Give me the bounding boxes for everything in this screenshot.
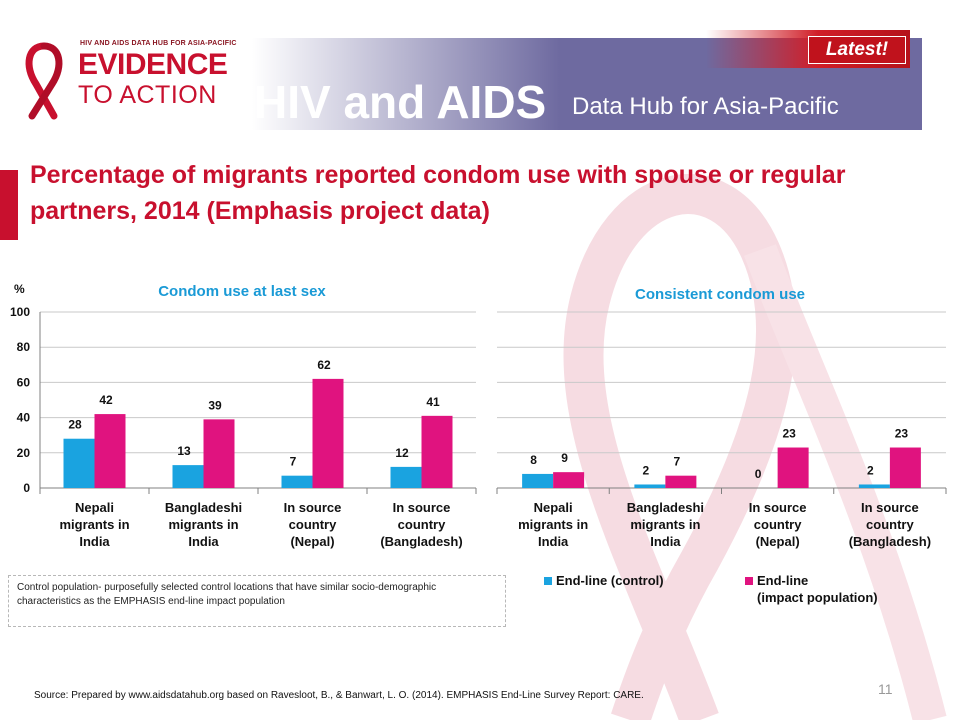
- slide-title: Percentage of migrants reported condom u…: [30, 161, 846, 225]
- bar-impact: [777, 447, 809, 488]
- control-population-note: Control population- purposefully selecte…: [8, 575, 506, 627]
- source-citation: Source: Prepared by www.aidsdatahub.org …: [34, 690, 644, 701]
- bar-control: [858, 484, 890, 488]
- bar-impact: [889, 447, 921, 488]
- bar-control: [63, 438, 95, 488]
- logo-evidence-text: EVIDENCE: [78, 48, 228, 81]
- legend-label: End-line: [757, 573, 808, 588]
- logo-action-text: TO ACTION: [78, 81, 217, 109]
- category-label: In source: [284, 500, 342, 515]
- data-label: 23: [895, 427, 909, 441]
- y-tick-label: 60: [17, 375, 31, 389]
- category-label: migrants in: [59, 517, 129, 532]
- bar-impact: [203, 419, 235, 488]
- data-label: 9: [561, 451, 568, 465]
- page-number: 11: [878, 681, 893, 697]
- legend-swatch-impact: [745, 577, 753, 585]
- y-tick-label: 0: [23, 481, 30, 495]
- category-label: country: [289, 517, 337, 532]
- data-label: 23: [782, 427, 796, 441]
- data-label: 8: [530, 453, 537, 467]
- data-label: 7: [674, 455, 681, 469]
- category-label: (Nepal): [756, 534, 800, 549]
- category-label: India: [188, 534, 219, 549]
- y-tick-label: 40: [17, 411, 31, 425]
- logo-small-text: HIV AND AIDS DATA HUB FOR ASIA-PACIFIC: [80, 40, 237, 47]
- y-tick-label: 20: [17, 446, 31, 460]
- y-tick-label: 100: [10, 305, 30, 319]
- header-fade: [0, 38, 560, 130]
- hub-subtitle: Data Hub for Asia-Pacific: [572, 93, 839, 120]
- bar-control: [634, 484, 666, 488]
- category-label: In source: [749, 500, 807, 515]
- category-label: (Bangladesh): [380, 534, 462, 549]
- category-label: migrants in: [168, 517, 238, 532]
- data-label: 41: [426, 395, 440, 409]
- legend-swatch-control: [544, 577, 552, 585]
- category-label: In source: [393, 500, 451, 515]
- bar-control: [390, 466, 422, 488]
- category-label: Nepali: [75, 500, 114, 515]
- category-label: (Nepal): [290, 534, 334, 549]
- category-label: migrants in: [518, 517, 588, 532]
- category-label: (Bangladesh): [849, 534, 931, 549]
- y-tick-label: 80: [17, 340, 31, 354]
- data-label: 7: [290, 455, 297, 469]
- category-label: India: [538, 534, 569, 549]
- category-label: country: [398, 517, 446, 532]
- y-axis-label: %: [14, 282, 25, 296]
- hub-title: HIV and AIDS: [254, 76, 547, 128]
- legend-label: End-line (control): [556, 573, 664, 588]
- bar-control: [281, 475, 313, 488]
- bar-impact: [94, 414, 126, 488]
- data-label: 28: [68, 418, 82, 432]
- latest-badge[interactable]: Latest!: [808, 36, 906, 64]
- data-label: 12: [395, 446, 409, 460]
- category-label: country: [866, 517, 914, 532]
- category-label: Bangladeshi: [165, 500, 242, 515]
- bar-impact: [553, 472, 585, 488]
- bar-impact: [665, 475, 697, 488]
- category-label: country: [754, 517, 802, 532]
- category-label: migrants in: [630, 517, 700, 532]
- data-label: 39: [208, 398, 222, 412]
- data-label: 0: [755, 467, 762, 481]
- data-label: 62: [317, 358, 331, 372]
- bar-control: [522, 473, 554, 488]
- category-label: India: [79, 534, 110, 549]
- legend-label: (impact population): [757, 590, 878, 605]
- chart-title: Condom use at last sex: [158, 283, 326, 300]
- category-label: Nepali: [534, 500, 573, 515]
- red-ribbon-logo-icon: [25, 42, 63, 120]
- category-label: Bangladeshi: [627, 500, 704, 515]
- bar-impact: [421, 415, 453, 488]
- category-label: India: [650, 534, 681, 549]
- data-label: 2: [643, 463, 650, 477]
- chart-title: Consistent condom use: [635, 286, 805, 303]
- data-label: 13: [177, 444, 191, 458]
- data-label: 2: [867, 463, 874, 477]
- data-label: 42: [99, 393, 113, 407]
- bar-impact: [312, 378, 344, 488]
- bar-control: [172, 465, 204, 488]
- category-label: In source: [861, 500, 919, 515]
- title-accent-bar: [0, 170, 18, 240]
